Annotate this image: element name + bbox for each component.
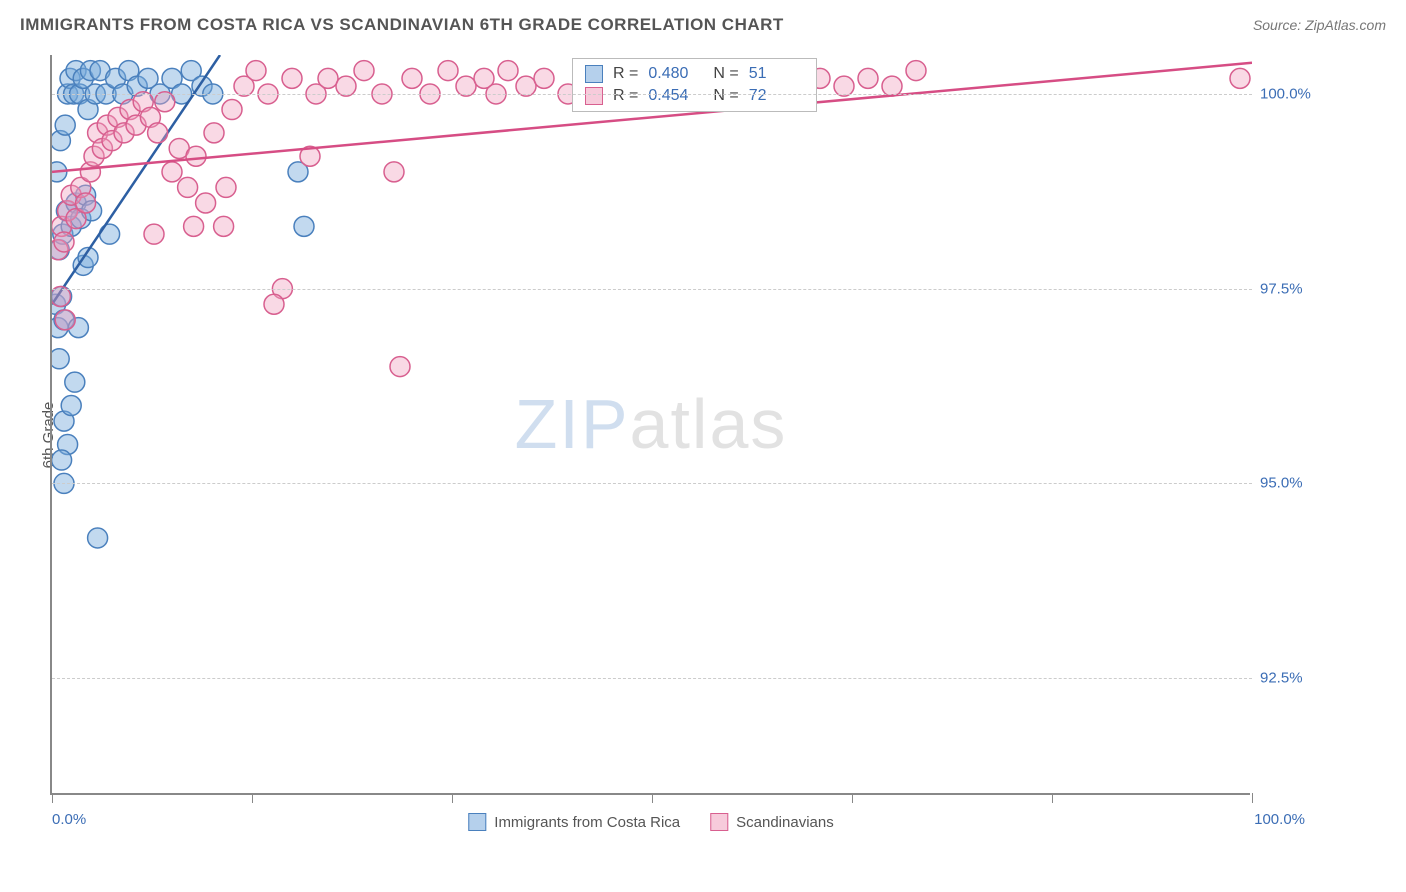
stat-n-label: N = [713,65,738,83]
data-point [858,68,878,88]
ytick-label: 92.5% [1260,670,1303,687]
data-point [222,100,242,120]
xaxis-min-label: 0.0% [52,811,86,828]
chart-source: Source: ZipAtlas.com [1253,17,1386,33]
data-point [318,68,338,88]
gridline [52,483,1252,484]
gridline [52,678,1252,679]
stats-legend: R = 0.480 N = 51 R = 0.454 N = 72 [572,58,817,112]
stat-r-label: R = [613,65,638,83]
legend-item: Immigrants from Costa Rica [468,813,680,831]
xtick [1252,793,1253,803]
data-point [438,61,458,81]
xtick [852,793,853,803]
data-point [184,216,204,236]
legend-swatch [585,65,603,83]
data-point [61,396,81,416]
data-point [402,68,422,88]
data-point [498,61,518,81]
chart-area: 6th Grade ZIPatlas R =0.480N =51R =0.454… [50,55,1390,815]
stat-r-value: 0.454 [648,87,703,105]
data-point [88,528,108,548]
chart-header: IMMIGRANTS FROM COSTA RICA VS SCANDINAVI… [0,0,1406,45]
xtick [252,793,253,803]
xtick [452,793,453,803]
data-point [54,232,74,252]
data-point [76,193,96,213]
legend-swatch [468,813,486,831]
chart-title: IMMIGRANTS FROM COSTA RICA VS SCANDINAVI… [20,15,784,35]
plot-region: ZIPatlas R =0.480N =51R =0.454N =72 0.0%… [50,55,1250,795]
data-point [246,61,266,81]
stats-legend-row: R = 0.454 N = 72 [573,85,816,107]
data-point [52,450,72,470]
data-point [178,177,198,197]
data-point [264,294,284,314]
ytick-label: 100.0% [1260,85,1311,102]
stat-r-value: 0.480 [648,65,703,83]
legend-item: Scandinavians [710,813,834,831]
data-point [52,349,69,369]
legend-swatch [710,813,728,831]
data-point [162,162,182,182]
ytick-label: 95.0% [1260,475,1303,492]
data-point [144,224,164,244]
data-point [186,146,206,166]
stat-r-label: R = [613,87,638,105]
data-point [214,216,234,236]
ytick-label: 97.5% [1260,280,1303,297]
data-point [384,162,404,182]
data-point [204,123,224,143]
scatter-svg [52,55,1252,795]
data-point [294,216,314,236]
legend-label: Immigrants from Costa Rica [494,814,680,831]
gridline [52,289,1252,290]
data-point [354,61,374,81]
data-point [216,177,236,197]
data-point [906,61,926,81]
xtick [652,793,653,803]
series-legend: Immigrants from Costa Rica Scandinavians [468,813,833,831]
xtick [1052,793,1053,803]
legend-label: Scandinavians [736,814,834,831]
data-point [534,68,554,88]
xaxis-max-label: 100.0% [1254,811,1305,828]
data-point [55,115,75,135]
stat-n-label: N = [713,87,738,105]
data-point [282,68,302,88]
stats-legend-row: R = 0.480 N = 51 [573,63,816,85]
data-point [65,372,85,392]
xtick [52,793,53,803]
stat-n-value: 72 [749,87,804,105]
data-point [148,123,168,143]
legend-swatch [585,87,603,105]
data-point [55,310,75,330]
data-point [196,193,216,213]
stat-n-value: 51 [749,65,804,83]
data-point [1230,68,1250,88]
data-point [390,357,410,377]
gridline [52,94,1252,95]
